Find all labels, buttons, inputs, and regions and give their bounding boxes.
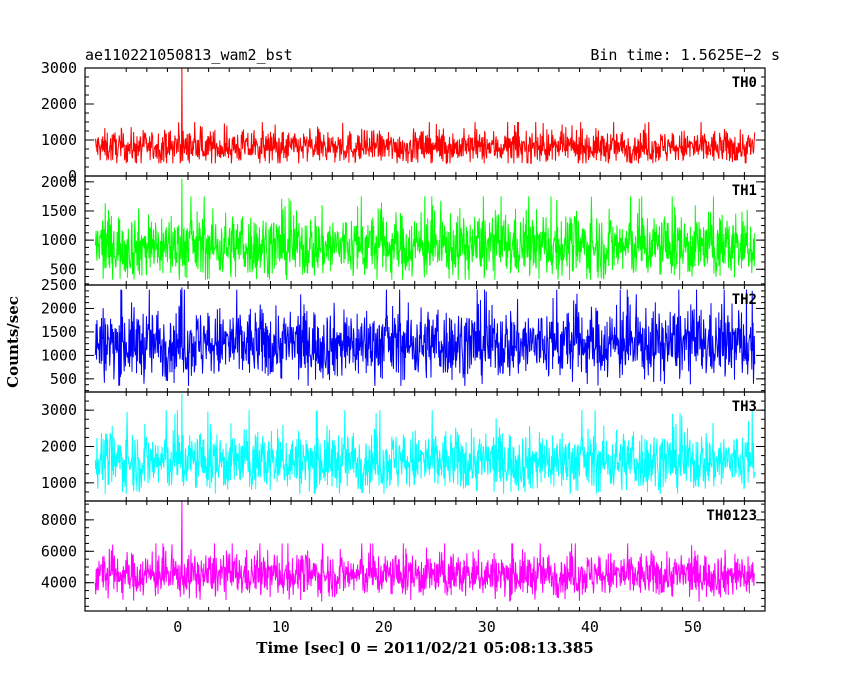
series-th3 xyxy=(94,393,756,494)
series-th0123 xyxy=(94,501,756,602)
x-tick-label: 30 xyxy=(478,618,496,636)
x-tick-label: 10 xyxy=(272,618,290,636)
y-tick-label: 4000 xyxy=(41,574,77,592)
y-tick-label: 2000 xyxy=(41,95,77,113)
y-tick-label: 3000 xyxy=(41,59,77,77)
y-tick-label: 3000 xyxy=(41,401,77,419)
y-tick-label: 2000 xyxy=(41,299,77,317)
panel-label-th2: TH2 xyxy=(732,292,757,308)
series-th1 xyxy=(94,178,756,280)
series-th2 xyxy=(94,287,756,386)
panel-th0: 0 1000 2000 3000 TH0 xyxy=(41,59,766,185)
y-tick-label: 500 xyxy=(50,370,77,388)
panel-label-th3: TH3 xyxy=(732,399,757,415)
panel-th1: 500 1000 1500 2000 TH1 xyxy=(41,173,766,286)
y-tick-label: 1500 xyxy=(41,323,77,341)
y-tick-label: 1000 xyxy=(41,474,77,492)
x-tick-label: 0 xyxy=(173,618,182,636)
y-tick-label: 6000 xyxy=(41,542,77,560)
panel-frame xyxy=(84,500,766,612)
y-tick-label: 8000 xyxy=(41,511,77,529)
panel-label-th1: TH1 xyxy=(732,183,757,199)
y-tick-label: 2000 xyxy=(41,173,77,191)
observation-id: ae110221050813_wam2_bst xyxy=(85,46,293,64)
y-tick-label: 1500 xyxy=(41,202,77,220)
y-axis-title: Counts/sec xyxy=(4,296,22,388)
panel-th0123: 4000 6000 8000 TH0123 xyxy=(41,500,766,612)
x-tick-label: 20 xyxy=(375,618,393,636)
x-axis: 0 10 20 30 40 50 xyxy=(173,618,702,636)
x-tick-label: 50 xyxy=(684,618,702,636)
y-tick-label: 1000 xyxy=(41,131,77,149)
panels: 0 1000 2000 3000 TH0 500 1000 1500 2000 TH1 500 100… xyxy=(41,59,766,612)
panel-th3: 1000 2000 3000 TH3 xyxy=(41,391,766,502)
x-axis-title: Time [sec] 0 = 2011/02/21 05:08:13.385 xyxy=(256,639,593,657)
y-tick-label: 0 xyxy=(68,167,77,185)
y-tick-label: 500 xyxy=(50,260,77,278)
y-tick-label: 1000 xyxy=(41,346,77,364)
bin-time: Bin time: 1.5625E−2 s xyxy=(590,46,780,64)
panel-label-th0123: TH0123 xyxy=(706,508,757,524)
y-tick-label: 2500 xyxy=(41,276,77,294)
x-tick-label: 40 xyxy=(581,618,599,636)
panel-th2: 500 1000 1500 2000 2500 TH2 xyxy=(41,276,766,393)
series-th0 xyxy=(94,68,756,165)
y-tick-label: 2000 xyxy=(41,438,77,456)
panel-frame xyxy=(84,67,766,177)
y-tick-label: 1000 xyxy=(41,231,77,249)
panel-label-th0: TH0 xyxy=(732,75,757,91)
